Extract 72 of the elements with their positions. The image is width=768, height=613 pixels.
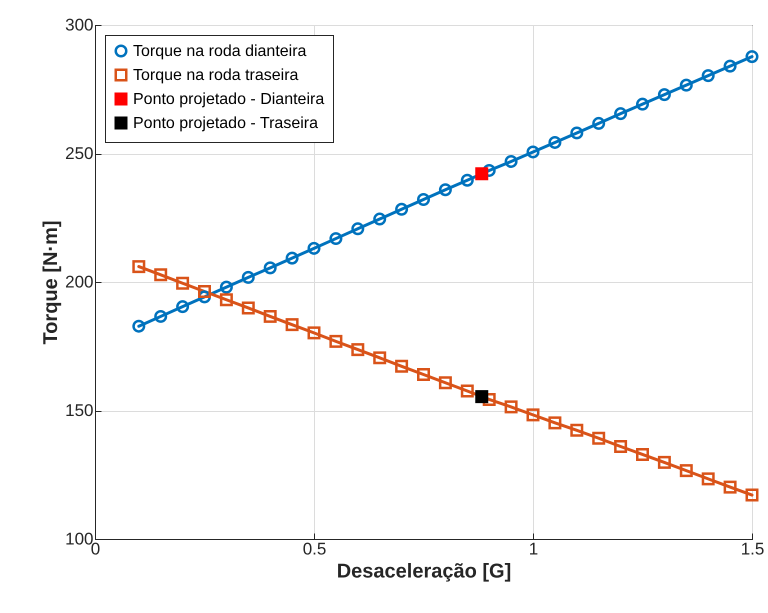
- point: [373, 351, 386, 364]
- point: [636, 448, 649, 461]
- point: [176, 276, 190, 290]
- point: [482, 164, 496, 177]
- point: [417, 368, 430, 382]
- point: [417, 193, 430, 206]
- x-axis-title: Desaceleração [G]: [336, 560, 512, 582]
- point: [329, 334, 342, 348]
- point: [746, 50, 758, 64]
- point: [351, 222, 364, 236]
- point: [570, 424, 584, 437]
- point: [724, 60, 737, 73]
- point: [220, 293, 233, 306]
- point: [132, 320, 146, 333]
- point: [592, 116, 606, 130]
- point: [614, 440, 628, 453]
- legend-label: Ponto projetado - Traseira: [133, 115, 318, 132]
- y-axis-title: Torque [N·m]: [40, 220, 62, 345]
- point: [680, 464, 693, 478]
- y-tick-label: 200: [65, 272, 94, 292]
- point: [460, 174, 474, 187]
- point: [264, 261, 277, 274]
- point: [658, 456, 671, 469]
- point: [482, 392, 496, 406]
- point: [504, 154, 518, 168]
- point: [658, 88, 671, 102]
- point: [395, 360, 408, 373]
- point: [264, 310, 277, 323]
- x-tick-label: 1: [528, 540, 538, 558]
- point: [680, 78, 693, 92]
- point: [154, 310, 168, 323]
- point: [724, 480, 737, 494]
- point: [373, 212, 386, 226]
- point: [329, 232, 342, 246]
- y-tick-label: 150: [65, 401, 94, 420]
- point: [570, 126, 584, 140]
- point: [746, 488, 758, 502]
- point: [242, 270, 255, 284]
- legend-label: Torque na roda dianteira: [133, 43, 307, 60]
- x-tick-label: 1.5: [740, 540, 764, 558]
- legend-label: Ponto projetado - Dianteira: [133, 91, 324, 108]
- point: [286, 318, 299, 332]
- point: [702, 472, 715, 486]
- point: [286, 252, 299, 265]
- point: [548, 136, 562, 149]
- point: [308, 242, 320, 255]
- point: [242, 301, 255, 314]
- point: [176, 300, 190, 314]
- point: [438, 376, 452, 390]
- point: [154, 268, 168, 282]
- point: [592, 432, 606, 445]
- point: [548, 416, 562, 430]
- point: [614, 107, 628, 120]
- point: [438, 183, 452, 196]
- point: [132, 260, 146, 274]
- point: [526, 408, 540, 422]
- point: [636, 98, 649, 111]
- point: [460, 384, 474, 398]
- legend-label: Torque na roda traseira: [133, 67, 299, 84]
- point: [220, 280, 233, 294]
- point: [351, 343, 364, 356]
- point: [198, 285, 211, 298]
- y-tick-label: 250: [65, 144, 94, 163]
- point: [504, 400, 518, 414]
- point: [702, 69, 715, 82]
- point: [475, 390, 488, 404]
- y-tick-label: 300: [65, 16, 94, 34]
- point: [308, 326, 320, 340]
- point: [526, 145, 540, 158]
- x-tick-label: 0.5: [302, 540, 326, 558]
- point: [395, 202, 408, 216]
- point: [475, 167, 488, 180]
